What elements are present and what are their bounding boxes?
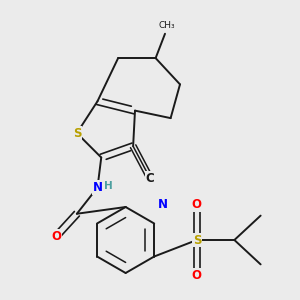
Text: S: S (193, 233, 201, 247)
Text: O: O (51, 230, 61, 243)
Text: CH₃: CH₃ (159, 21, 175, 30)
Text: C: C (146, 172, 154, 184)
Text: O: O (192, 269, 202, 282)
Text: O: O (192, 198, 202, 211)
Text: S: S (73, 127, 81, 140)
Text: N: N (158, 198, 168, 211)
Text: H: H (103, 181, 112, 190)
Text: N: N (92, 181, 103, 194)
